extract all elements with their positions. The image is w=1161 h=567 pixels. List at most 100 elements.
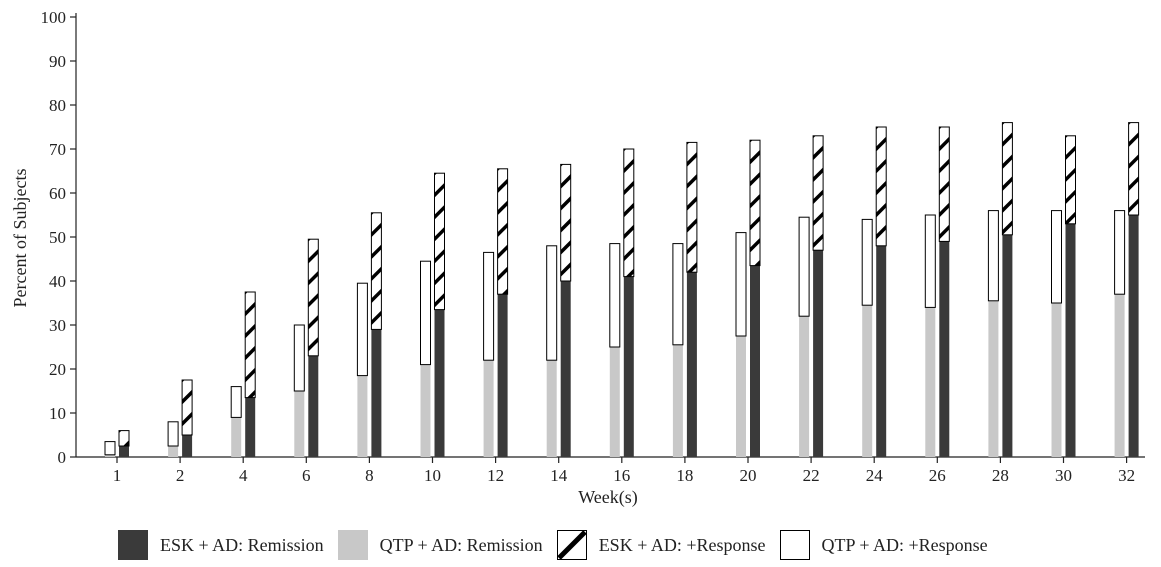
hatch-stroke — [623, 246, 634, 262]
y-tick-label: 20 — [49, 360, 66, 379]
x-tick-label: 20 — [740, 466, 757, 485]
legend-swatch-esk-response — [556, 530, 587, 560]
bar-esk-response — [371, 212, 382, 330]
hatch-stroke — [123, 440, 129, 447]
hatch-stroke — [686, 174, 697, 189]
legend-item-qtp-remission: QTP + AD: Remission — [337, 530, 543, 560]
bar-esk-response — [876, 127, 887, 246]
x-tick-label: 4 — [239, 466, 248, 485]
hatch-stroke — [434, 182, 445, 198]
x-tick-label: 28 — [992, 466, 1009, 485]
hatch-stroke — [1128, 176, 1139, 191]
hatch-stroke — [560, 196, 571, 211]
x-tick-label: 24 — [866, 466, 884, 485]
hatch-stroke — [750, 149, 760, 165]
bar-qtp-response — [293, 324, 305, 392]
bar-esk-remission — [560, 281, 571, 457]
hatch-stroke — [371, 266, 382, 282]
bar-esk-response-outline — [181, 379, 193, 436]
bar-esk-response-outline — [307, 238, 319, 357]
hatch-stroke — [686, 142, 690, 145]
legend-label-esk-remission: ESK + AD: Remission — [160, 534, 324, 555]
hatch-stroke — [1065, 135, 1068, 139]
hatch-stroke — [750, 215, 760, 231]
bar-qtp-remission — [294, 391, 305, 457]
hatch-stroke — [1002, 122, 1005, 125]
x-tick-label: 32 — [1118, 466, 1135, 485]
hatch-stroke — [813, 233, 824, 249]
bar-esk-remission — [813, 250, 824, 457]
hatch-stroke — [939, 180, 950, 196]
y-tick-label: 40 — [49, 272, 66, 291]
y-tick-label: 80 — [49, 96, 66, 115]
bar-qtp-response — [104, 441, 116, 456]
hatch-stroke — [119, 430, 122, 433]
hatch-stroke — [434, 248, 445, 264]
bar-esk-remission — [497, 294, 508, 457]
hatch-stroke — [182, 411, 193, 427]
bar-esk-response — [939, 127, 950, 242]
bar-esk-remission — [182, 435, 193, 457]
hatch-stroke — [686, 196, 697, 211]
y-tick-label: 90 — [49, 52, 66, 71]
legend-item-esk-response: ESK + AD: +Response — [556, 530, 766, 560]
bar-esk-remission — [371, 329, 382, 457]
bar-qtp-response — [546, 245, 558, 361]
legend-swatch-esk-remission — [118, 530, 148, 560]
bar-esk-response-fill — [560, 164, 571, 281]
hatch-stroke — [623, 202, 634, 218]
bar-qtp-remission — [483, 360, 494, 457]
hatch-stroke — [371, 288, 382, 304]
legend-label-qtp-response: QTP + AD: +Response — [821, 534, 988, 555]
hatch-stroke — [1065, 211, 1076, 224]
hatch-stroke — [750, 171, 760, 187]
hatch-stroke — [434, 270, 445, 286]
bar-esk-response-outline — [623, 148, 635, 278]
hatch-stroke — [497, 222, 508, 238]
legend-label-qtp-remission: QTP + AD: Remission — [379, 534, 543, 555]
hatch-stroke — [1002, 198, 1013, 213]
hatch-stroke — [371, 244, 382, 260]
bar-esk-response-outline — [1001, 122, 1013, 236]
bar-esk-response-outline — [370, 212, 382, 330]
hatch-stroke — [813, 135, 816, 139]
hatch-stroke — [1002, 154, 1013, 169]
hatch-stroke — [813, 145, 824, 161]
bar-esk-response-outline — [686, 141, 698, 273]
bar-esk-response-fill — [434, 173, 445, 310]
bar-esk-response — [245, 292, 256, 398]
legend-label-esk-response: ESK + AD: +Response — [598, 534, 766, 555]
hatch-stroke — [560, 174, 571, 189]
hatch-stroke — [1128, 198, 1139, 213]
hatch-stroke — [876, 202, 887, 218]
bar-esk-response — [1002, 122, 1013, 235]
y-tick-label: 50 — [49, 228, 66, 247]
hatch-stroke — [182, 389, 193, 405]
x-tick-label: 14 — [550, 466, 568, 485]
hatch-stroke — [750, 193, 760, 209]
bar-esk-response — [308, 239, 319, 356]
bars — [104, 122, 1140, 457]
x-tick-label: 30 — [1055, 466, 1072, 485]
hatch-stroke — [1002, 132, 1013, 147]
bar-esk-remission — [1065, 223, 1076, 457]
bar-qtp-remission — [672, 344, 683, 457]
bar-esk-response-fill — [623, 149, 634, 277]
bar-esk-response-outline — [875, 126, 887, 247]
bar-esk-remission — [750, 265, 760, 457]
bar-qtp-remission — [736, 336, 746, 457]
bar-esk-response-fill — [939, 127, 950, 242]
bar-qtp-response — [924, 214, 936, 308]
y-tick-label: 60 — [49, 184, 66, 203]
bar-esk-response-fill — [371, 212, 382, 330]
x-axis-title: Week(s) — [578, 487, 638, 508]
bar-esk-response-fill — [1065, 135, 1076, 224]
hatch-stroke — [245, 367, 256, 383]
bar-qtp-remission — [105, 454, 115, 457]
bar-esk-response-outline — [938, 126, 950, 242]
x-tick-label: 26 — [929, 466, 946, 485]
hatch-stroke — [813, 211, 824, 227]
hatch-stroke — [434, 292, 445, 308]
hatch-stroke — [497, 178, 508, 194]
bar-esk-remission — [119, 446, 129, 457]
